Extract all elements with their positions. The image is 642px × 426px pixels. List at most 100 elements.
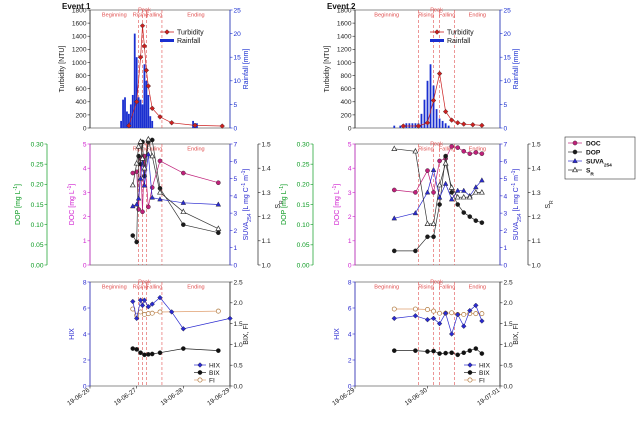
event2-turbidity-point-10 xyxy=(470,122,476,128)
event1-legend-rainfall-swatch xyxy=(160,39,174,42)
event2-rainfall-bar-11 xyxy=(429,64,432,128)
event2-rainfall-bar-5 xyxy=(411,123,414,128)
event1-turbidity-point-3 xyxy=(137,54,144,60)
event2-doc-point-5 xyxy=(437,158,442,164)
event2-bix-point-4 xyxy=(431,348,436,354)
event2-doc-point-2 xyxy=(413,190,418,195)
event2-bix-point-12 xyxy=(479,351,485,356)
event2-turbidity-point-8 xyxy=(455,120,461,126)
event2-doc-axis-tick-label: 2 xyxy=(348,214,352,221)
event2-phase-label-falling-mid: Falling xyxy=(439,147,455,153)
event2-hix-point-3 xyxy=(424,317,431,323)
event1-dop-axis-title-exponent: -1 xyxy=(13,186,19,191)
event1-suva-point-6 xyxy=(141,182,148,188)
event1-phase-label-beginning-bottom: Beginning xyxy=(102,285,127,291)
event2-rainfall-bar-16 xyxy=(444,123,447,128)
event1-turbidity-point-7 xyxy=(145,83,152,89)
event1-rainfall-bar-6 xyxy=(129,104,132,128)
event2-doc-point-9 xyxy=(461,148,467,154)
event2-doc-point-1 xyxy=(391,187,397,193)
mid-legend-sr-sub: R xyxy=(590,171,594,177)
event2-sr-point-1 xyxy=(391,145,398,151)
event1-rainfall-axis-tick-label: 5 xyxy=(234,102,238,109)
event2-bix-point-7 xyxy=(449,350,454,356)
event2-suva-point-11 xyxy=(473,184,479,190)
event2-hix-point-10 xyxy=(467,307,473,314)
event2-dop-point-8 xyxy=(455,202,461,207)
event1-bix-point-6 xyxy=(149,351,155,357)
event1-dop-axis-title-text: DOP [mg L xyxy=(15,190,22,225)
mid-legend-dop-marker xyxy=(572,149,578,155)
event1-doc-axis-title-exponent: -1 xyxy=(67,186,73,191)
event1-dop-point-1 xyxy=(130,233,136,238)
event2-suva-line xyxy=(394,169,483,219)
event1-suva-axis-tick-label: 5 xyxy=(234,176,238,183)
event1-sr-point-10 xyxy=(180,208,187,214)
event1-bixfi-axis-tick-label: 1.0 xyxy=(234,342,243,349)
event1-dop-axis-tick-label: 0.20 xyxy=(31,182,44,189)
event2-dop-axis-tick-label: 0.00 xyxy=(297,262,310,269)
event2-dop-point-6 xyxy=(443,153,448,159)
event2-rainfall-bar-17 xyxy=(447,125,450,128)
event1-turbidity-axis-tick-label: 400 xyxy=(75,99,86,106)
event1-suva-point-4 xyxy=(137,175,144,181)
event2-fi-point-11 xyxy=(473,311,479,317)
event2-legend-turbidity-label: Turbidity xyxy=(447,30,474,37)
event1-suva-axis-title-sub: 254 xyxy=(247,213,253,222)
event1-suva-axis-tick-label: 0 xyxy=(234,262,238,269)
event1-hix-point-4 xyxy=(139,302,146,309)
event2-sr-axis-title: SR xyxy=(545,200,555,209)
event2-turbidity-axis-tick-label: 400 xyxy=(340,99,351,106)
event1-rainfall-bar-7 xyxy=(131,94,134,128)
event2-bixfi-axis-tick-label: 2.5 xyxy=(504,279,513,286)
event1-suva-point-7 xyxy=(145,151,152,157)
event1-turbidity-axis-tick-label: 200 xyxy=(75,112,86,119)
event1-phase-label-rising-bottom: Rising xyxy=(133,285,149,291)
event1-doc-point-11 xyxy=(216,180,221,186)
event2-suva-point-12 xyxy=(479,177,485,183)
event1-sr-axis-title-sub: R xyxy=(279,200,285,204)
event1-suva-point-11 xyxy=(215,201,222,207)
event2-doc-point-4 xyxy=(431,190,436,195)
event2-phase-label-falling-bottom: Falling xyxy=(439,285,455,291)
event2-phase-label-peak-mid: Peak xyxy=(430,142,443,148)
event2-phase-label-beginning-bottom: Beginning xyxy=(374,285,399,291)
event2-sr-point-8 xyxy=(454,193,461,200)
event2-doc-axis-tick-label: 4 xyxy=(348,166,352,173)
event1-phase-label-falling-top: Falling xyxy=(146,13,162,19)
event2-phase-label-peak-bottom: Peak xyxy=(430,280,443,286)
event1-doc-point-9 xyxy=(157,158,163,164)
event2-suva-point-8 xyxy=(454,187,461,193)
event2-suva-axis-title-bracket: ] xyxy=(513,169,520,171)
event2-dop-point-1 xyxy=(391,248,397,254)
event2-sr-point-2 xyxy=(412,147,419,154)
event1-doc-point-7 xyxy=(146,204,151,210)
event1-turbidity-point-9 xyxy=(157,114,163,120)
event1-rainfall-bar-15 xyxy=(147,94,150,128)
event1-sr-point-1 xyxy=(129,181,136,188)
event1-bix-point-3 xyxy=(138,350,143,356)
event2-suva-point-2 xyxy=(412,210,419,216)
event2-doc-axis-title: DOC [mg L-1] xyxy=(332,184,341,225)
event1-bixfi-axis-tick-label: 2.0 xyxy=(234,300,243,307)
event2-turbidity-axis-tick-label: 600 xyxy=(340,86,351,93)
event2-fi-point-12 xyxy=(479,311,485,317)
event1-suva-point-1 xyxy=(130,203,136,209)
event1-bixfi-axis-title-text: BIX, FI xyxy=(243,323,250,344)
event1-phase-label-falling-mid: Falling xyxy=(146,147,162,153)
event2-doc-point-3 xyxy=(425,168,430,173)
mid-legend-sr-label-text: S xyxy=(586,168,591,175)
mid-legend-suva-label: SUVA254 xyxy=(586,159,612,169)
event1-phase-label-ending-bottom: Ending xyxy=(187,285,204,291)
event2-hix-axis-title-text: HIX xyxy=(334,328,341,340)
event2-dop-point-12 xyxy=(479,220,485,225)
event2-turbidity-axis-tick-label: 1400 xyxy=(337,34,352,41)
event2-legend-fi-label: FI xyxy=(479,377,485,384)
event1-doc-axis-title-bracket: ] xyxy=(69,184,76,186)
event1-doc-axis-tick-label: 0 xyxy=(83,262,87,269)
event2-dop-point-11 xyxy=(473,218,479,223)
event2-sr-axis-tick-label: 1.0 xyxy=(532,262,541,269)
event2-dop-axis-title: DOP [mg L-1] xyxy=(279,184,288,225)
event2-legend-rainfall-swatch xyxy=(430,39,444,42)
event2-rainfall-bar-2 xyxy=(399,125,402,128)
